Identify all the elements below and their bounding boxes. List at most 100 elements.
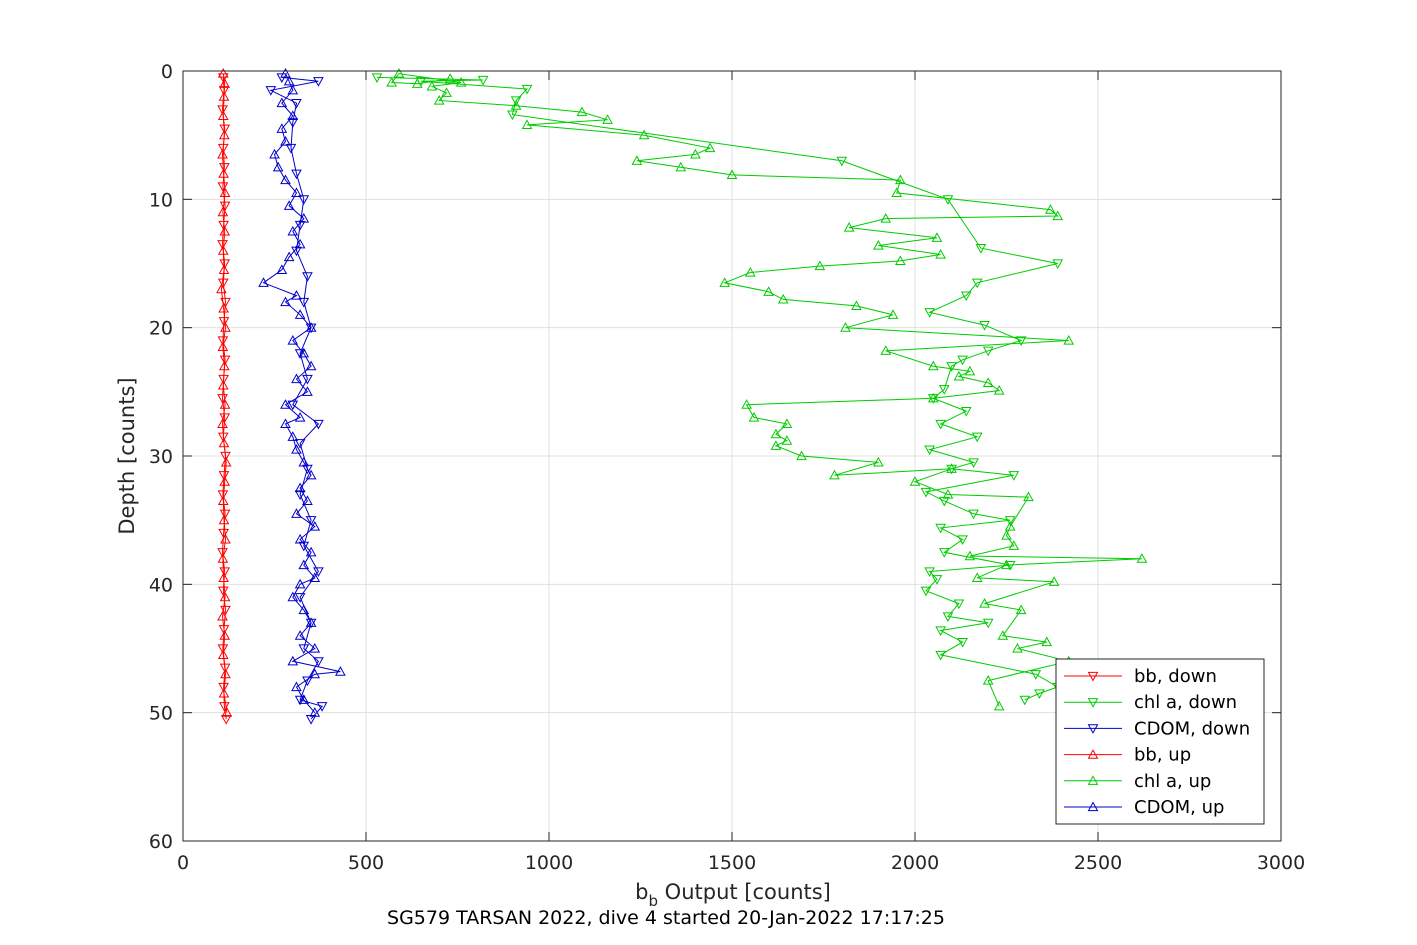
data-point bbox=[371, 73, 383, 83]
series-line-chl-a-up bbox=[390, 73, 1142, 707]
data-point bbox=[302, 495, 313, 506]
data-point bbox=[895, 174, 906, 185]
legend-swatch-marker bbox=[1087, 801, 1099, 812]
data-point bbox=[219, 163, 230, 173]
data-point bbox=[219, 78, 231, 88]
y-tick-label: 40 bbox=[149, 574, 173, 596]
data-point bbox=[294, 482, 306, 493]
data-point bbox=[935, 248, 946, 259]
data-point bbox=[979, 598, 990, 608]
data-point bbox=[777, 293, 789, 304]
legend-item-cdom-up: CDOM, up bbox=[1064, 797, 1224, 818]
data-point bbox=[704, 142, 716, 153]
legend-item-cdom-down: CDOM, down bbox=[1064, 718, 1250, 739]
data-point bbox=[935, 650, 946, 661]
data-point bbox=[444, 73, 456, 83]
data-point bbox=[1136, 553, 1148, 563]
data-point bbox=[217, 649, 229, 660]
data-point bbox=[287, 655, 299, 666]
series-bb-up bbox=[216, 68, 233, 717]
data-point bbox=[218, 302, 229, 313]
data-point bbox=[294, 578, 306, 589]
data-point bbox=[217, 240, 228, 250]
data-point bbox=[217, 644, 229, 655]
data-point bbox=[441, 87, 452, 97]
data-point bbox=[971, 572, 983, 583]
data-point bbox=[217, 341, 229, 352]
data-point bbox=[285, 143, 297, 154]
data-point bbox=[895, 255, 906, 266]
data-point bbox=[219, 124, 231, 135]
data-point bbox=[953, 370, 965, 381]
data-point bbox=[298, 456, 310, 467]
data-point bbox=[891, 187, 903, 198]
data-point bbox=[217, 586, 229, 597]
data-point bbox=[291, 508, 302, 518]
data-point bbox=[982, 618, 994, 629]
data-point bbox=[294, 411, 306, 422]
data-point bbox=[960, 406, 972, 417]
data-point bbox=[1045, 204, 1056, 214]
data-point bbox=[218, 91, 230, 101]
data-point bbox=[411, 78, 423, 88]
data-point bbox=[220, 714, 232, 725]
data-point bbox=[217, 490, 229, 501]
data-point bbox=[217, 278, 229, 289]
data-point bbox=[781, 435, 793, 445]
y-tick-label: 50 bbox=[149, 703, 173, 725]
data-point bbox=[298, 644, 310, 655]
legend-label: CDOM, down bbox=[1134, 718, 1250, 739]
data-point bbox=[298, 213, 310, 223]
series-line-bb-up bbox=[220, 73, 228, 713]
x-tick-label: 3000 bbox=[1257, 852, 1305, 874]
data-point bbox=[873, 456, 884, 467]
data-point bbox=[219, 201, 231, 212]
data-point bbox=[887, 309, 899, 319]
data-point bbox=[1015, 604, 1027, 615]
data-point bbox=[283, 251, 295, 262]
data-point bbox=[217, 379, 229, 390]
data-point bbox=[510, 96, 522, 107]
data-point bbox=[960, 291, 972, 302]
data-point bbox=[942, 488, 954, 499]
data-point bbox=[280, 136, 291, 146]
data-point bbox=[935, 419, 946, 430]
data-point bbox=[287, 225, 299, 236]
data-point bbox=[957, 355, 968, 366]
data-point bbox=[280, 296, 291, 307]
data-point bbox=[217, 110, 229, 121]
data-point bbox=[744, 266, 756, 277]
data-point bbox=[335, 666, 346, 676]
data-point bbox=[298, 297, 310, 308]
data-point bbox=[291, 444, 302, 454]
data-point bbox=[1052, 259, 1064, 270]
data-point bbox=[294, 695, 306, 706]
data-point bbox=[313, 657, 324, 667]
data-point bbox=[1034, 689, 1045, 699]
x-tick-label: 0 bbox=[177, 852, 189, 874]
data-point bbox=[521, 84, 533, 95]
data-point bbox=[690, 148, 701, 159]
data-point bbox=[309, 521, 321, 531]
data-point bbox=[302, 386, 313, 396]
data-point bbox=[938, 548, 950, 558]
data-point bbox=[276, 97, 288, 108]
data-point bbox=[909, 476, 921, 486]
data-point bbox=[302, 374, 313, 385]
data-point bbox=[796, 450, 807, 461]
x-tick-label: 2500 bbox=[1074, 852, 1122, 874]
data-point bbox=[924, 308, 935, 318]
data-point bbox=[309, 572, 321, 583]
data-point bbox=[968, 509, 979, 520]
data-point bbox=[291, 373, 302, 384]
data-point bbox=[218, 437, 230, 448]
data-point bbox=[631, 155, 643, 165]
data-point bbox=[602, 114, 613, 124]
data-point bbox=[305, 469, 317, 480]
data-point bbox=[946, 463, 957, 473]
data-point bbox=[719, 277, 731, 287]
data-point bbox=[726, 169, 738, 180]
x-axis-title-rest: Output [counts] bbox=[658, 880, 831, 904]
data-point bbox=[219, 360, 230, 371]
series-cdom-down bbox=[265, 73, 328, 725]
